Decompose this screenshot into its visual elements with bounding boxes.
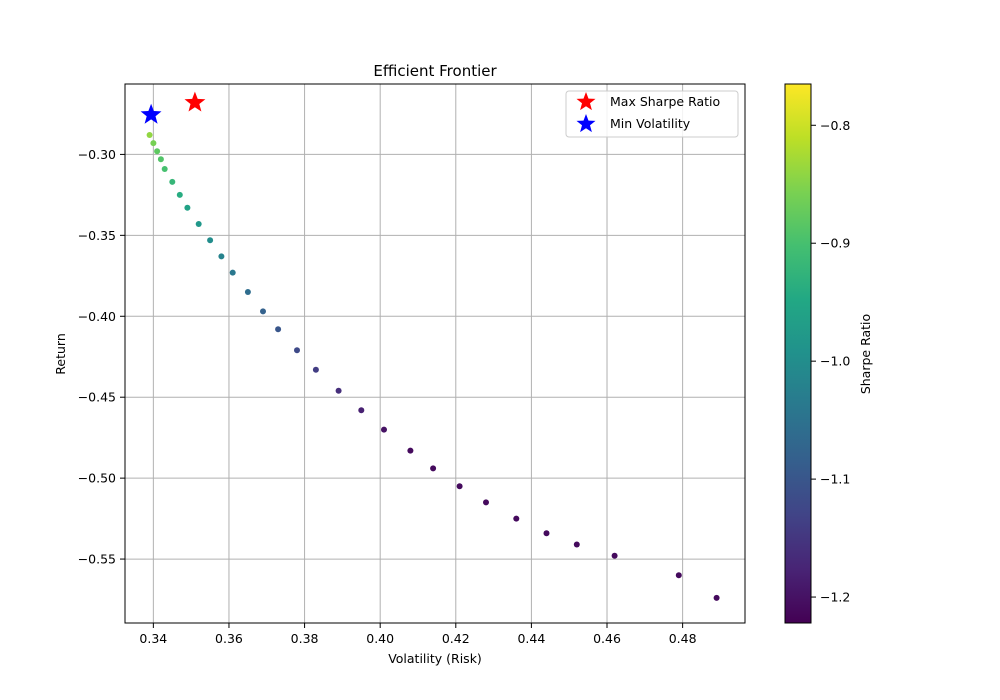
portfolio-point — [675, 572, 682, 579]
y-tick-label: −0.55 — [78, 552, 116, 567]
portfolio-point — [407, 447, 414, 454]
highlight-markers — [140, 91, 206, 124]
portfolio-point — [573, 541, 580, 548]
x-tick-label: 0.38 — [291, 631, 319, 646]
portfolio-point — [207, 237, 214, 244]
portfolio-point — [229, 269, 236, 276]
portfolio-point — [260, 308, 266, 315]
grid — [125, 84, 745, 623]
colorbar-tick-label: −0.8 — [820, 118, 850, 133]
portfolio-point — [184, 204, 191, 211]
portfolio-point — [381, 426, 387, 433]
x-tick-label: 0.40 — [366, 631, 394, 646]
x-axis-label: Volatility (Risk) — [388, 651, 482, 666]
y-tick-label: −0.50 — [78, 471, 116, 486]
x-tick-label: 0.48 — [669, 631, 697, 646]
x-tick-label: 0.46 — [593, 631, 621, 646]
legend-label-min-volatility: Min Volatility — [610, 116, 691, 131]
portfolio-point — [611, 552, 618, 559]
portfolio-point — [154, 148, 161, 155]
colorbar-label: Sharpe Ratio — [858, 314, 873, 394]
portfolio-point — [294, 347, 300, 354]
legend-label-max-sharpe: Max Sharpe Ratio — [610, 94, 720, 109]
legend-marker-min-volatility — [576, 114, 596, 133]
portfolio-point — [146, 132, 153, 138]
y-tick-label: −0.45 — [78, 390, 116, 405]
plot-frame — [124, 83, 746, 624]
legend-box — [565, 90, 739, 138]
portfolio-point — [543, 530, 550, 537]
portfolio-point — [713, 594, 720, 601]
y-tick-label: −0.30 — [78, 147, 116, 162]
legend-marker-max-sharpe — [576, 92, 596, 111]
portfolio-point — [275, 326, 282, 333]
colorbar — [784, 83, 812, 624]
portfolio-point — [157, 156, 164, 163]
colorbar-tick-label: −1.0 — [820, 354, 850, 369]
portfolio-point — [150, 140, 157, 147]
portfolio-point — [176, 191, 183, 198]
y-tick-label: −0.40 — [78, 309, 116, 324]
portfolio-point — [456, 483, 463, 490]
legend: Max Sharpe Ratio Min Volatility — [565, 90, 739, 138]
portfolio-point — [430, 465, 437, 472]
x-tick-label: 0.36 — [215, 631, 243, 646]
colorbar-ticks: −0.8 −0.9 −1.0 −1.1 −1.2 — [811, 118, 850, 605]
y-axis-ticks: −0.30 −0.35 −0.40 −0.45 −0.50 −0.55 — [78, 147, 125, 567]
portfolio-point — [244, 289, 251, 295]
portfolio-point — [169, 178, 176, 185]
colorbar-tick-label: −1.2 — [820, 590, 850, 605]
scatter-points — [146, 132, 720, 601]
colorbar-tick-label: −0.9 — [820, 236, 850, 251]
portfolio-point — [161, 166, 168, 172]
x-tick-label: 0.44 — [517, 631, 545, 646]
portfolio-point — [195, 221, 202, 227]
portfolio-point — [218, 253, 225, 260]
max-sharpe-ratio-marker — [184, 91, 206, 112]
y-axis-label: Return — [53, 333, 68, 374]
portfolio-point — [513, 515, 520, 522]
portfolio-point — [483, 499, 489, 506]
x-tick-label: 0.42 — [442, 631, 470, 646]
colorbar-tick-label: −1.1 — [820, 472, 850, 487]
x-tick-label: 0.34 — [139, 631, 167, 646]
x-axis-ticks: 0.34 0.36 0.38 0.40 0.42 0.44 0.46 0.48 — [139, 623, 697, 646]
y-tick-label: −0.35 — [78, 228, 116, 243]
portfolio-point — [335, 387, 342, 394]
chart-title: Efficient Frontier — [373, 62, 497, 80]
min-volatility-marker — [140, 103, 162, 124]
portfolio-point — [358, 407, 365, 414]
portfolio-point — [312, 366, 319, 373]
